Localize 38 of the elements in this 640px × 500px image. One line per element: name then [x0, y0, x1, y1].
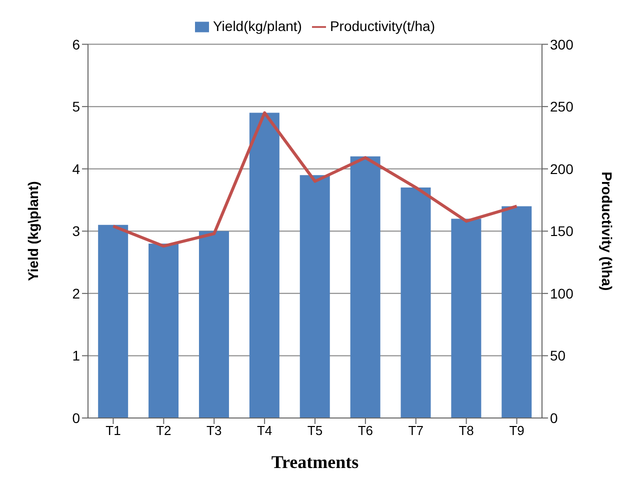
x-tick-label: T3 — [206, 423, 222, 438]
y2-tick-label: 300 — [550, 36, 574, 52]
x-tick-label: T8 — [458, 423, 474, 438]
y-tick-label: 6 — [72, 36, 80, 52]
bar — [451, 218, 482, 418]
x-tick-label: T6 — [358, 423, 374, 438]
y2-axis-title: Productivity (t\ha) — [599, 172, 616, 291]
y2-tick-label: 200 — [550, 160, 574, 177]
x-tick-label: T1 — [106, 423, 121, 438]
x-tick-label: T2 — [156, 423, 172, 438]
x-tick-label: T4 — [256, 423, 272, 438]
bar — [98, 224, 128, 418]
bar — [198, 231, 229, 418]
bar — [148, 244, 179, 418]
x-axis-title: Treatments — [271, 452, 359, 472]
y2-tick-label: 150 — [550, 223, 574, 240]
bar — [350, 156, 380, 418]
y2-tick-label: 100 — [550, 285, 574, 302]
line-series — [112, 111, 518, 248]
y-tick-label: 4 — [72, 160, 80, 177]
y2-tick-label: 50 — [550, 348, 566, 364]
x-tick-label: T7 — [408, 423, 424, 438]
bar — [249, 112, 280, 418]
y-tick-label: 3 — [72, 223, 80, 240]
legend-label: Yield(kg/plant) — [212, 18, 302, 34]
bar — [400, 188, 431, 418]
x-tick-label: T5 — [307, 423, 323, 438]
y2-tick-label: 250 — [550, 98, 574, 115]
x-tick-label: T9 — [509, 423, 524, 438]
bar — [300, 175, 330, 418]
legend-label: Productivity(t/ha) — [330, 18, 436, 34]
y-tick-label: 5 — [72, 98, 80, 115]
bar — [502, 206, 532, 418]
y-axis-title: Yield (kg\plant) — [24, 181, 41, 282]
y-tick-label: 0 — [72, 410, 80, 426]
y2-tick-label: 0 — [550, 410, 558, 426]
y-tick-label: 1 — [72, 348, 80, 364]
y-tick-label: 2 — [72, 285, 80, 302]
